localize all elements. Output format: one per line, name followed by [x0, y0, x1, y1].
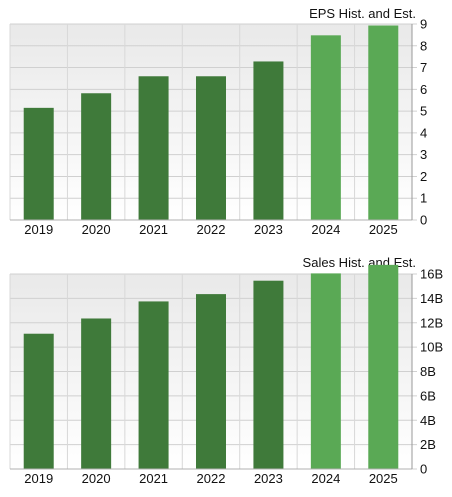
y-tick-label: 3 — [420, 147, 427, 162]
x-tick-label: 2020 — [82, 222, 111, 237]
y-tick-label: 14B — [420, 291, 443, 306]
bar-2025 — [368, 25, 399, 220]
x-tick-label: 2022 — [197, 471, 226, 486]
y-tick-label: 4 — [420, 125, 427, 140]
bar-2024 — [310, 35, 341, 220]
y-tick-label: 5 — [420, 104, 427, 119]
y-tick-label: 2 — [420, 169, 427, 184]
bar-2022 — [196, 294, 226, 469]
y-tick-label: 9 — [420, 17, 427, 32]
bar-2021 — [138, 301, 169, 469]
x-tick-label: 2021 — [139, 471, 168, 486]
bar-2025 — [368, 264, 399, 469]
x-tick-label: 2025 — [369, 471, 398, 486]
y-tick-label: 0 — [420, 462, 427, 477]
x-tick-label: 2024 — [311, 471, 340, 486]
y-tick-label: 6 — [420, 82, 427, 97]
x-tick-label: 2019 — [24, 471, 53, 486]
x-tick-label: 2019 — [24, 222, 53, 237]
y-tick-label: 7 — [420, 60, 427, 75]
y-tick-label: 1 — [420, 191, 427, 206]
y-tick-label: 16B — [420, 267, 443, 282]
bar-2019 — [23, 333, 54, 469]
bar-2023 — [253, 61, 284, 220]
bar-2022 — [196, 76, 226, 221]
eps-chart: 0 1 2 3 4 5 6 7 8 9 2019 2020 2021 2022 2023 2024 2025 — [9, 17, 427, 237]
bar-2023 — [253, 280, 284, 469]
bar-2021 — [138, 76, 169, 221]
bar-2020 — [81, 318, 112, 469]
y-tick-label: 8B — [420, 364, 436, 379]
x-tick-label: 2023 — [254, 471, 283, 486]
y-tick-label: 12B — [420, 315, 443, 330]
y-tick-label: 2B — [420, 437, 436, 452]
y-tick-label: 8 — [420, 38, 427, 53]
eps-chart-title: EPS Hist. and Est. — [309, 6, 416, 21]
x-tick-label: 2020 — [82, 471, 111, 486]
bar-2019 — [23, 107, 54, 220]
y-tick-label: 10B — [420, 340, 443, 355]
x-tick-label: 2023 — [254, 222, 283, 237]
x-tick-label: 2021 — [139, 222, 168, 237]
x-tick-label: 2022 — [197, 222, 226, 237]
y-tick-label: 4B — [420, 413, 436, 428]
x-tick-label: 2025 — [369, 222, 398, 237]
bar-2024 — [310, 273, 341, 469]
y-tick-label: 6B — [420, 388, 436, 403]
x-tick-label: 2024 — [311, 222, 340, 237]
y-tick-label: 0 — [420, 213, 427, 228]
bar-2020 — [81, 93, 112, 220]
